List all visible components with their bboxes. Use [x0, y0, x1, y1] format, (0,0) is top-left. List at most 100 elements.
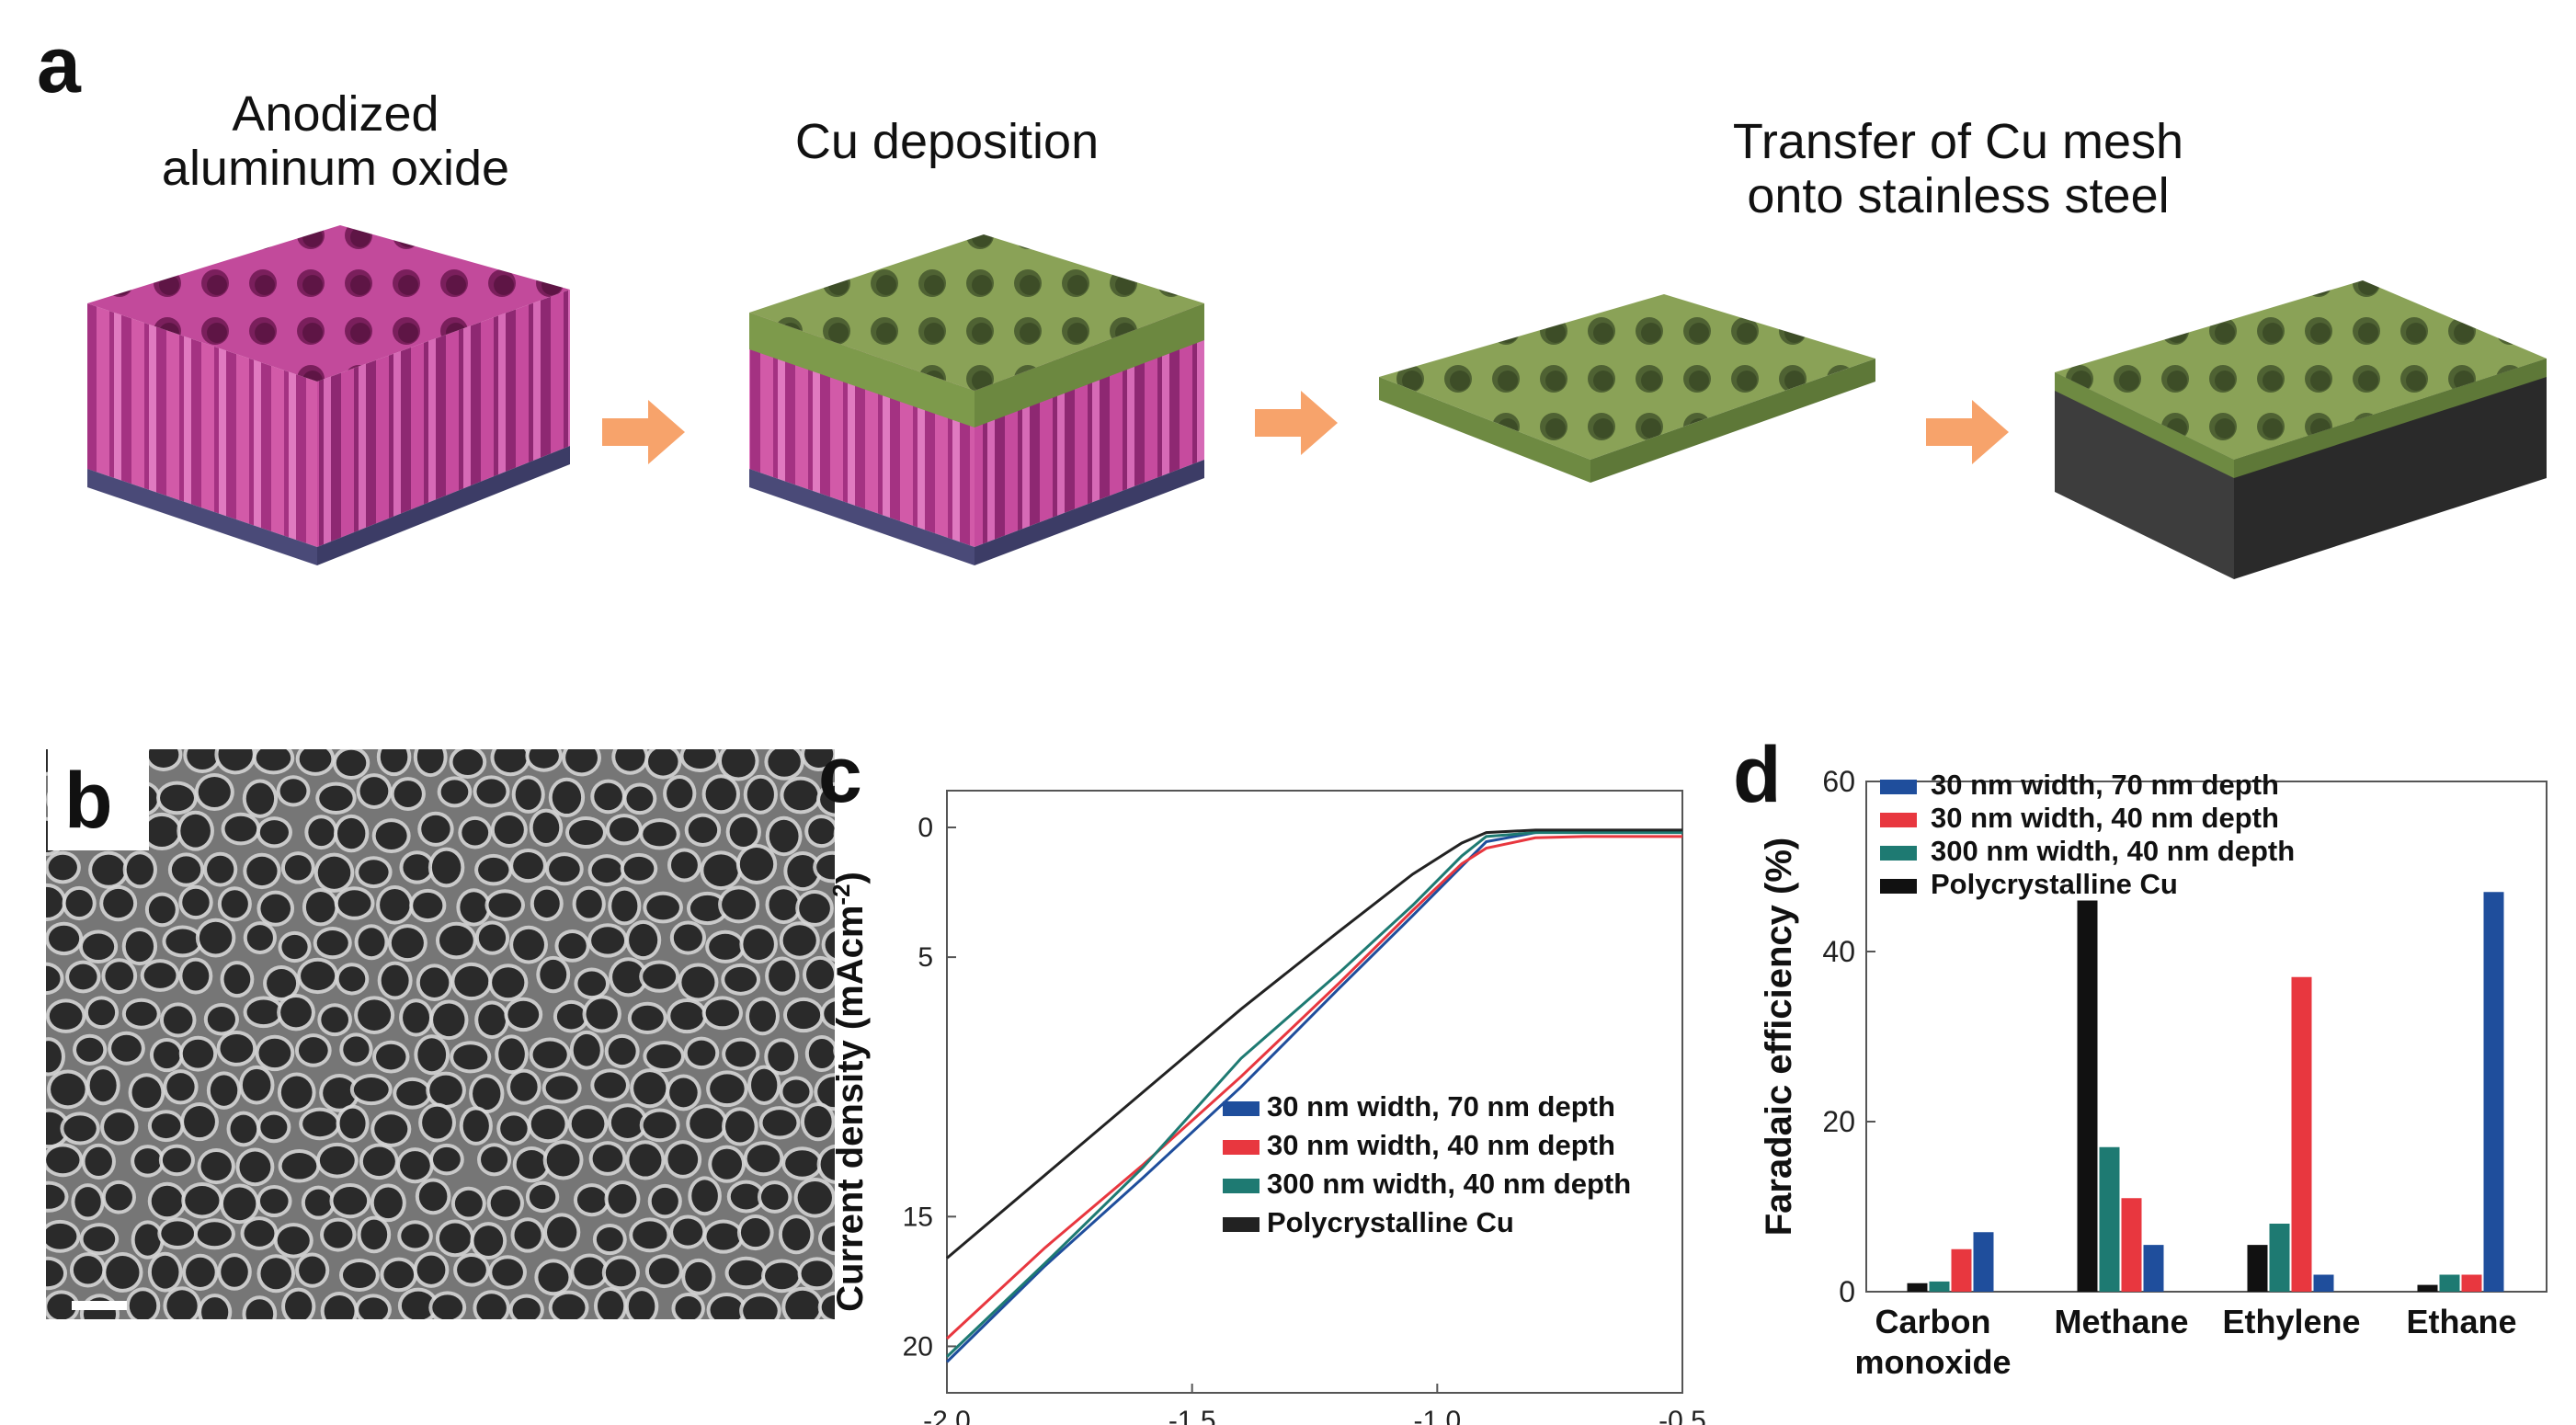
- sem-pore: [359, 777, 389, 805]
- sem-pore: [396, 1080, 428, 1106]
- sem-pore: [317, 856, 351, 889]
- sem-pore: [492, 1259, 523, 1286]
- x-tick-label: -0.5: [1658, 1406, 1706, 1425]
- sem-pore: [478, 1004, 507, 1036]
- bar-2-1: [2269, 1224, 2290, 1292]
- sem-pore: [416, 749, 444, 774]
- sem-pore: [808, 1038, 835, 1069]
- sem-pore: [513, 929, 544, 961]
- sem-pore: [547, 1216, 577, 1248]
- y-tick-label: 40: [1822, 935, 1855, 968]
- legend-label: 30 nm width, 70 nm depth: [1267, 1090, 1615, 1123]
- sem-pore: [239, 1151, 271, 1183]
- sem-pore: [87, 999, 116, 1026]
- sem-pore: [690, 1108, 724, 1139]
- sem-pore: [799, 894, 830, 923]
- sem-pore: [473, 1077, 501, 1111]
- aao-template-block-icon: [87, 225, 570, 565]
- panel-label-b-box: [48, 749, 149, 850]
- sem-pore: [785, 1150, 820, 1177]
- sem-pore: [277, 1226, 310, 1255]
- sem-pore: [129, 1291, 157, 1319]
- sem-pore: [201, 1297, 229, 1319]
- sem-pore: [180, 814, 211, 848]
- bar-2-2: [2291, 976, 2312, 1292]
- sem-pore: [401, 1291, 435, 1319]
- legend-swatch: [1223, 1101, 1260, 1116]
- sem-pore: [801, 1260, 833, 1287]
- bar-1-1: [2099, 1146, 2120, 1292]
- sem-pore-rim: [834, 752, 835, 763]
- sem-pore: [82, 933, 115, 961]
- sem-pore: [576, 889, 602, 918]
- sem-pore: [648, 1258, 679, 1285]
- legend-swatch: [1880, 846, 1917, 861]
- sem-pore: [817, 1077, 835, 1108]
- legend-label: 30 nm width, 70 nm depth: [1931, 769, 2279, 801]
- sem-pore: [769, 889, 799, 921]
- sem-pore: [339, 1108, 366, 1139]
- sem-pore: [748, 1000, 776, 1032]
- x-tick-label: -1.5: [1168, 1406, 1216, 1425]
- sem-pore: [210, 1075, 238, 1106]
- sem-pore: [476, 779, 507, 804]
- sem-pore: [710, 1295, 744, 1319]
- sem-pore: [725, 1111, 755, 1143]
- sem-pore: [153, 1041, 180, 1069]
- sem-pore: [246, 856, 278, 886]
- sem-pore: [492, 967, 525, 998]
- sem-pore: [705, 778, 736, 811]
- sem-pore: [105, 1183, 132, 1211]
- category-label: Ethane: [2406, 1303, 2516, 1340]
- sem-pore: [538, 1262, 569, 1293]
- sem-pore-rim: [833, 1043, 835, 1057]
- sem-pore: [46, 1223, 77, 1249]
- sem-pore: [131, 1077, 162, 1109]
- sem-pore: [481, 1146, 508, 1173]
- sem-pore: [224, 815, 257, 842]
- sem-pore: [221, 890, 248, 918]
- sem-pore: [299, 1256, 326, 1284]
- sem-pore: [615, 749, 645, 771]
- sem-pore: [125, 1001, 157, 1026]
- sem-pore: [594, 1072, 626, 1099]
- sem-pore: [284, 855, 312, 881]
- sem-pore: [787, 854, 819, 888]
- sem-pore: [769, 819, 799, 853]
- sem-pore: [279, 779, 307, 804]
- sem-pore: [633, 1072, 667, 1105]
- sem-pore: [510, 1072, 538, 1101]
- sem-pore: [821, 1294, 835, 1319]
- sem-pore: [46, 1146, 80, 1174]
- sem-pore: [304, 1189, 332, 1216]
- sem-pore: [259, 1188, 289, 1214]
- sem-pore: [221, 1257, 248, 1287]
- sem-pore: [246, 999, 280, 1025]
- sem-pore: [143, 963, 177, 988]
- sem-pore: [460, 892, 488, 923]
- right-arrow-icon: [1255, 391, 1338, 455]
- sem-pore: [769, 960, 796, 992]
- bar-2-3: [2313, 1274, 2334, 1292]
- sem-pore: [530, 1109, 565, 1140]
- sem-pore: [151, 1255, 179, 1289]
- sem-pore: [199, 921, 233, 954]
- sem-pore: [500, 1115, 528, 1142]
- bar-0-0: [1907, 1282, 1928, 1292]
- sem-pore: [529, 1184, 556, 1210]
- sem-pore: [786, 1000, 821, 1030]
- sem-pore: [651, 1187, 678, 1215]
- sem-pore: [298, 1037, 328, 1064]
- sem-pore: [760, 1184, 789, 1210]
- sem-pore: [688, 816, 718, 843]
- sem-pore: [422, 1106, 452, 1139]
- sem-pore: [611, 890, 638, 922]
- sem-pore: [648, 749, 678, 776]
- sem-pore: [628, 1291, 655, 1319]
- legend-label: 300 nm width, 40 nm depth: [1267, 1168, 1631, 1200]
- sem-pore: [301, 961, 336, 991]
- sem-pore: [342, 1261, 376, 1289]
- sem-pore: [308, 818, 335, 847]
- sem-pore: [197, 1222, 232, 1247]
